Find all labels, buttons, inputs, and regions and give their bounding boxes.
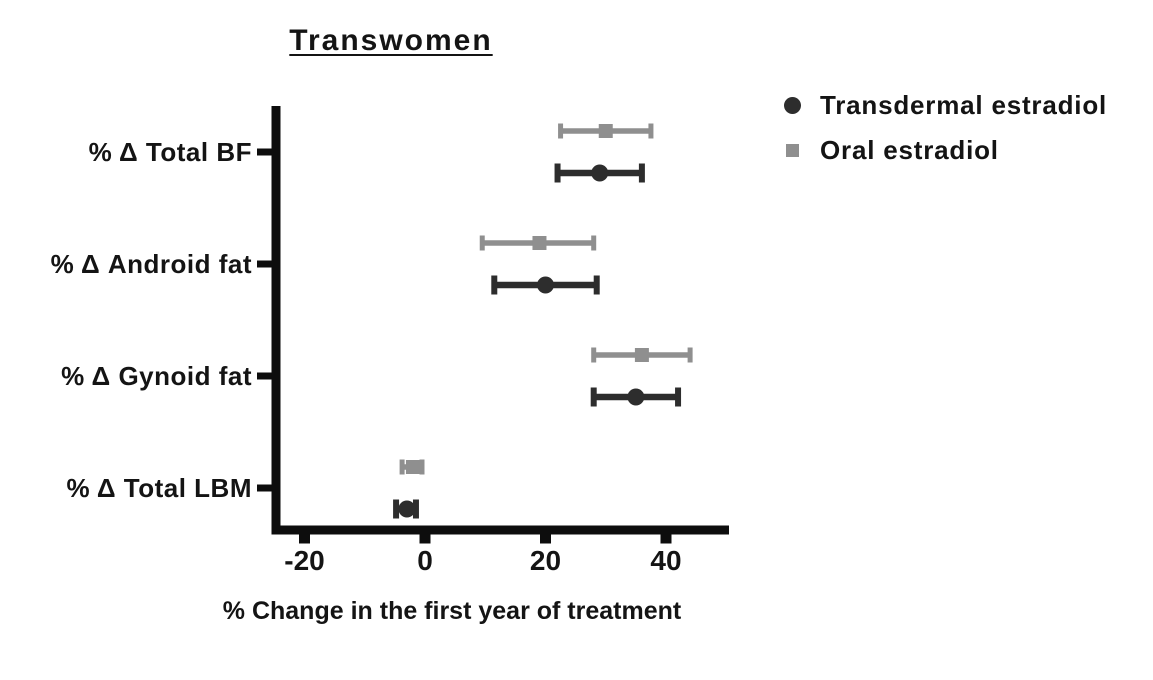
data-point-square [532,236,547,250]
filled-square-icon [785,144,799,157]
x-tick-label: 40 [650,545,681,576]
legend-marker-box [770,83,814,128]
legend: Transdermal estradiol Oral estradiol [770,83,1107,173]
data-point-circle [537,276,554,294]
category-label: % Δ Android fat [51,249,252,279]
data-point-circle [627,388,645,406]
category-label: % Δ Total BF [89,137,252,167]
x-tick-label: 20 [530,545,561,576]
x-axis-label: % Change in the first year of treatment [222,597,682,625]
legend-label: Oral estradiol [820,135,999,165]
legend-item-transdermal-estradiol: Transdermal estradiol [770,83,1107,128]
category-label: % Δ Gynoid fat [61,361,252,391]
data-point-square [634,348,649,362]
x-tick-label: -20 [284,545,324,576]
category-label: % Δ Total LBM [66,473,252,503]
data-point-circle [591,164,609,182]
data-point-square [405,460,420,474]
legend-marker-box [770,128,814,173]
data-point-square [598,124,613,138]
legend-label: Transdermal estradiol [820,90,1108,120]
chart-title: Transwomen [289,24,493,57]
filled-circle-icon [783,97,801,114]
legend-item-oral-estradiol: Oral estradiol [770,128,1107,173]
data-point-circle [398,500,416,518]
x-tick-label: 0 [417,545,433,576]
